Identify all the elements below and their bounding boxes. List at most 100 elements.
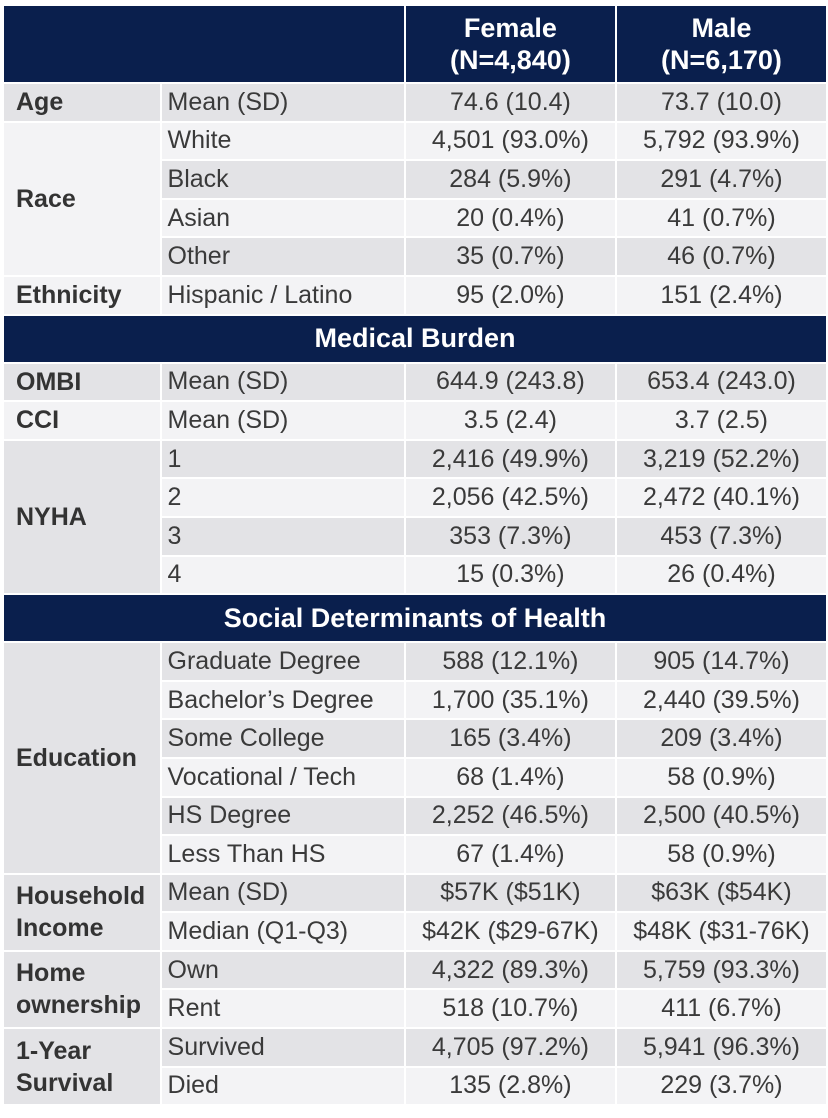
row-label: Other [161,238,404,275]
demographics-table: Female (N=4,840) Male (N=6,170) Age Mean (S… [2,4,828,1106]
row-label: 3 [161,517,404,555]
female-value: 4,705 (97.2%) [405,1029,615,1066]
row-label: White [161,122,404,160]
table-row: NYHA 1 2,416 (49.9%) 3,219 (52.2%) [4,440,826,594]
row-label: Graduate Degree [161,643,404,680]
section-header-row: Medical Burden [4,315,826,362]
male-value: 209 (3.4%) [616,720,826,757]
table-row: 1-Year Survival Survived 4,705 (97.2%) 5,94… [4,1029,826,1105]
table-row: Home ownership Own 4,322 (89.3%) 5,759 (93.… [4,951,826,1028]
female-value: $57K ($51K) [405,874,615,912]
female-n: (N=4,840) [450,45,571,75]
male-value: 73.7 (10.0) [616,84,826,121]
male-value: 229 (3.7%) [616,1067,826,1105]
category-label: Age [4,84,160,121]
table-row: Household Income Mean (SD) $57K ($51K) $63K… [4,874,826,950]
row-label: Own [161,951,404,989]
female-value: $42K ($29-67K) [405,913,615,950]
male-value: 5,759 (93.3%) [616,951,826,989]
table-row: Age Mean (SD) 74.6 (10.4) 73.7 (10.0) [4,84,826,121]
female-value: 165 (3.4%) [405,720,615,757]
table-row: Bachelor’s Degree 1,700 (35.1%) 2,440 (39.… [4,681,826,719]
male-value: 41 (0.7%) [616,199,826,237]
row-label: Hispanic / Latino [161,276,404,314]
female-value: 588 (12.1%) [405,643,615,680]
female-value: 3.5 (2.4) [405,402,615,439]
female-value: 2,252 (46.5%) [405,797,615,835]
male-value: 291 (4.7%) [616,161,826,198]
table-row: Other 35 (0.7%) 46 (0.7%) [4,238,826,275]
male-value: 151 (2.4%) [616,276,826,314]
row-label: Died [161,1067,404,1105]
male-value: 905 (14.7%) [616,643,826,680]
male-label: Male [691,13,752,43]
table-row: CCI Mean (SD) 3.5 (2.4) 3.7 (2.5) [4,402,826,439]
male-value: 46 (0.7%) [616,238,826,275]
row-label: HS Degree [161,797,404,835]
section-header-row: Social Determinants of Health [4,595,826,642]
category-label: Household Income [4,874,160,950]
female-value: 4,501 (93.0%) [405,122,615,160]
table-row: Black 284 (5.9%) 291 (4.7%) [4,161,826,198]
table-row: Died 135 (2.8%) 229 (3.7%) [4,1067,826,1105]
male-value: 411 (6.7%) [616,990,826,1028]
table-row: 3 353 (7.3%) 453 (7.3%) [4,517,826,555]
header-blank [4,6,404,82]
header-male: Male (N=6,170) [616,6,826,82]
row-label: Black [161,161,404,198]
male-value: 3,219 (52.2%) [616,440,826,478]
table-row: 4 15 (0.3%) 26 (0.4%) [4,556,826,594]
female-value: 67 (1.4%) [405,836,615,873]
category-label: Education [4,643,160,873]
section-title: Social Determinants of Health [4,595,826,642]
male-n: (N=6,170) [661,45,782,75]
row-label: Asian [161,199,404,237]
female-value: 20 (0.4%) [405,199,615,237]
category-label: OMBI [4,363,160,401]
table-row: Ethnicity Hispanic / Latino 95 (2.0%) 151 (… [4,276,826,314]
row-label: Vocational / Tech [161,758,404,796]
row-label: Less Than HS [161,836,404,873]
category-label: NYHA [4,440,160,594]
table-row: Asian 20 (0.4%) 41 (0.7%) [4,199,826,237]
row-label: Rent [161,990,404,1028]
male-value: 58 (0.9%) [616,836,826,873]
row-label: Median (Q1-Q3) [161,913,404,950]
row-label: 4 [161,556,404,594]
table-row: Some College 165 (3.4%) 209 (3.4%) [4,720,826,757]
male-value: 653.4 (243.0) [616,363,826,401]
female-value: 518 (10.7%) [405,990,615,1028]
female-value: 35 (0.7%) [405,238,615,275]
table-body: Age Mean (SD) 74.6 (10.4) 73.7 (10.0) Race Wh… [4,84,826,1105]
female-value: 15 (0.3%) [405,556,615,594]
table-row: Race White 4,501 (93.0%) 5,792 (93.9%) [4,122,826,275]
category-label: Home ownership [4,951,160,1028]
female-value: 1,700 (35.1%) [405,681,615,719]
category-label: Ethnicity [4,276,160,314]
table-row: OMBI Mean (SD) 644.9 (243.8) 653.4 (243.0) [4,363,826,401]
female-value: 2,056 (42.5%) [405,479,615,516]
female-label: Female [463,13,557,43]
table-row: Median (Q1-Q3) $42K ($29-67K) $48K ($31-76… [4,913,826,950]
table-row: Less Than HS 67 (1.4%) 58 (0.9%) [4,836,826,873]
male-value: 2,440 (39.5%) [616,681,826,719]
table-row: Rent 518 (10.7%) 411 (6.7%) [4,990,826,1028]
row-label: Mean (SD) [161,402,404,439]
male-value: 2,500 (40.5%) [616,797,826,835]
male-value: 453 (7.3%) [616,517,826,555]
category-label: CCI [4,402,160,439]
table-row: 2 2,056 (42.5%) 2,472 (40.1%) [4,479,826,516]
male-value: 26 (0.4%) [616,556,826,594]
header-female: Female (N=4,840) [405,6,615,82]
male-value: 2,472 (40.1%) [616,479,826,516]
table-row: Education Graduate Degree 588 (12.1%) 905 (… [4,643,826,873]
row-label: 1 [161,440,404,478]
male-value: $63K ($54K) [616,874,826,912]
female-value: 284 (5.9%) [405,161,615,198]
row-label: 2 [161,479,404,516]
female-value: 2,416 (49.9%) [405,440,615,478]
table-row: Vocational / Tech 68 (1.4%) 58 (0.9%) [4,758,826,796]
row-label: Mean (SD) [161,363,404,401]
female-value: 4,322 (89.3%) [405,951,615,989]
category-label: Race [4,122,160,275]
